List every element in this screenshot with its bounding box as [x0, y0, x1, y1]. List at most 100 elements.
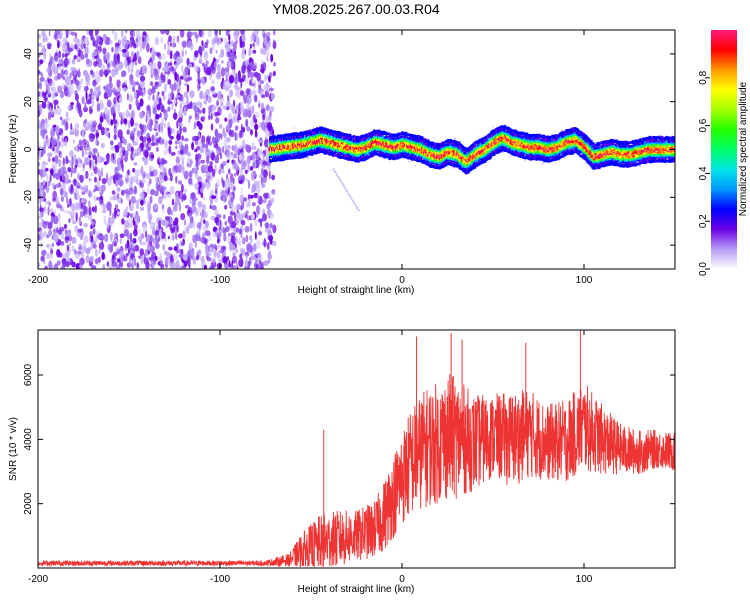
noise-speckle	[224, 261, 229, 269]
noise-speckle	[225, 226, 230, 233]
noise-speckle	[123, 229, 130, 237]
noise-speckle	[43, 34, 48, 41]
noise-speckle	[117, 211, 121, 216]
noise-speckle	[133, 257, 137, 267]
noise-speckle	[60, 241, 65, 246]
noise-speckle	[226, 159, 230, 164]
noise-speckle	[88, 200, 91, 208]
noise-speckle	[114, 110, 117, 119]
noise-speckle	[40, 255, 45, 262]
noise-speckle	[184, 50, 187, 56]
noise-speckle	[93, 165, 96, 169]
noise-speckle	[78, 264, 84, 269]
noise-speckle	[50, 215, 54, 225]
noise-speckle	[224, 67, 230, 72]
noise-speckle	[251, 183, 257, 193]
noise-speckle	[68, 218, 71, 224]
noise-speckle	[159, 112, 162, 118]
noise-speckle	[150, 189, 156, 196]
noise-speckle	[239, 103, 244, 110]
noise-speckle	[103, 54, 107, 64]
noise-speckle	[60, 153, 62, 159]
noise-speckle	[127, 248, 131, 255]
noise-speckle	[230, 235, 236, 244]
noise-speckle	[41, 45, 46, 54]
noise-speckle	[156, 104, 161, 111]
noise-speckle	[75, 79, 80, 86]
noise-speckle	[193, 221, 196, 229]
noise-speckle	[116, 79, 121, 88]
noise-speckle	[260, 102, 264, 111]
noise-speckle	[135, 214, 140, 224]
noise-speckle	[273, 30, 276, 36]
noise-speckle	[38, 150, 42, 160]
noise-speckle	[96, 196, 102, 201]
noise-speckle	[81, 149, 85, 158]
noise-speckle	[126, 194, 130, 201]
noise-speckle	[265, 133, 269, 137]
noise-speckle	[178, 253, 184, 259]
noise-speckle	[164, 83, 167, 93]
noise-speckle	[182, 230, 186, 240]
noise-speckle	[251, 152, 257, 161]
signal-halo-cell	[665, 162, 668, 165]
noise-speckle	[70, 185, 74, 193]
noise-speckle	[141, 40, 145, 51]
noise-speckle	[103, 92, 108, 100]
noise-speckle	[149, 178, 152, 185]
noise-speckle	[39, 59, 44, 65]
noise-speckle	[70, 84, 74, 94]
noise-speckle	[161, 90, 165, 97]
noise-speckle	[134, 81, 140, 86]
noise-speckle	[121, 111, 126, 120]
noise-speckle	[60, 69, 64, 79]
noise-speckle	[197, 200, 203, 208]
noise-speckle	[252, 43, 255, 47]
noise-speckle	[39, 229, 42, 236]
noise-speckle	[213, 111, 219, 117]
noise-speckle	[220, 222, 223, 230]
signal-halo-cell	[414, 164, 416, 167]
noise-speckle	[105, 52, 110, 62]
noise-speckle	[98, 249, 101, 254]
noise-speckle	[127, 92, 129, 101]
noise-speckle	[180, 213, 186, 221]
noise-speckle	[168, 145, 172, 155]
noise-speckle	[164, 216, 171, 221]
noise-speckle	[194, 50, 199, 58]
noise-speckle	[48, 30, 51, 37]
noise-speckle	[234, 146, 240, 156]
noise-speckle	[159, 174, 164, 179]
noise-speckle	[213, 61, 218, 69]
chart-title: YM08.2025.267.00.03.R04	[272, 1, 440, 17]
noise-speckle	[265, 115, 270, 120]
noise-speckle	[196, 207, 202, 212]
noise-speckle	[196, 222, 202, 229]
noise-speckle	[203, 164, 209, 173]
noise-speckle	[231, 106, 236, 115]
noise-speckle	[145, 173, 151, 179]
noise-speckle	[103, 215, 107, 225]
noise-speckle	[265, 150, 270, 159]
noise-speckle	[133, 90, 137, 100]
noise-speckle	[85, 247, 91, 255]
noise-speckle	[211, 91, 217, 95]
noise-speckle	[197, 71, 200, 80]
noise-speckle	[211, 205, 217, 211]
noise-speckle	[228, 113, 232, 120]
noise-speckle	[84, 102, 87, 111]
noise-speckle	[223, 214, 226, 220]
noise-speckle	[89, 231, 93, 236]
noise-speckle	[199, 187, 205, 194]
noise-speckle	[207, 30, 212, 38]
noise-speckle	[106, 201, 112, 211]
noise-speckle	[97, 168, 101, 173]
noise-speckle	[58, 204, 63, 209]
noise-speckle	[42, 250, 47, 255]
noise-speckle	[104, 72, 108, 78]
noise-speckle	[214, 155, 219, 164]
noise-speckle	[204, 44, 209, 49]
noise-speckle	[88, 177, 92, 182]
noise-speckle	[88, 189, 91, 198]
